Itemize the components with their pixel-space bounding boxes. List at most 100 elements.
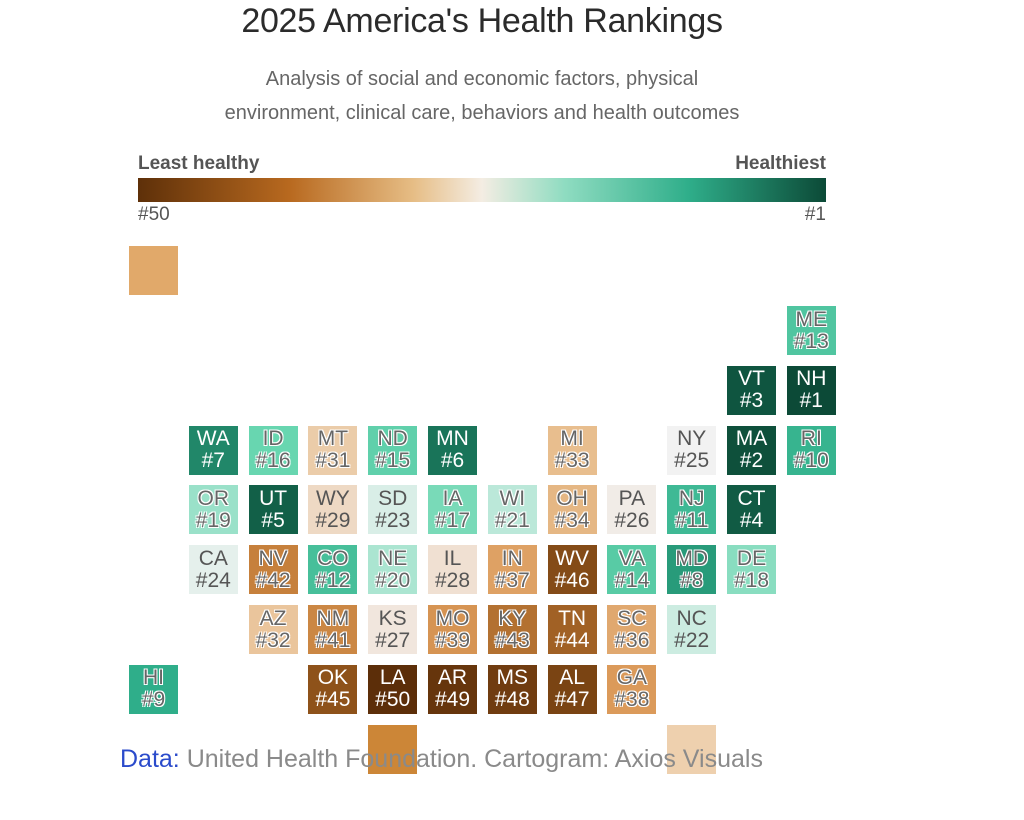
state-abbr: MD	[675, 546, 709, 570]
state-rank: #32	[255, 628, 291, 652]
state-abbr: WY	[315, 486, 350, 510]
chart-subtitle: Analysis of social and economic factors,…	[0, 62, 964, 130]
state-tile-in: IN #37	[487, 545, 537, 595]
legend-high-label: Healthiest	[735, 153, 826, 174]
state-rank: #41	[315, 628, 351, 652]
state-abbr: WI	[499, 486, 526, 510]
state-tile-il: IL #28	[428, 545, 477, 595]
state-tile-al: AL #47	[547, 664, 597, 714]
state-abbr: AZ	[259, 606, 287, 630]
state-rank: #47	[554, 688, 590, 712]
legend-high-rank: #1	[804, 204, 826, 225]
legend-gradient-bar	[138, 178, 826, 202]
state-tile-la: LA #50	[368, 664, 418, 714]
state-abbr: NC	[676, 606, 707, 630]
state-tile-oh: OH #34	[547, 485, 597, 535]
state-abbr: UT	[259, 486, 288, 510]
state-tile-ma: MA #2	[727, 425, 776, 475]
state-abbr: IL	[443, 546, 462, 570]
state-tile-nj: NJ #11	[667, 485, 717, 535]
unlabeled-tile-1	[129, 246, 178, 296]
state-tile-vt: VT #3	[727, 365, 776, 415]
state-rank: #13	[793, 329, 829, 353]
state-rank: #45	[315, 688, 351, 712]
state-abbr: WV	[555, 546, 589, 570]
state-rank: #46	[554, 568, 590, 592]
state-rank: #4	[739, 508, 764, 532]
state-abbr: KS	[378, 606, 407, 630]
subtitle-line-1: Analysis of social and economic factors,…	[265, 68, 699, 90]
state-abbr: OH	[556, 486, 588, 510]
state-abbr: CA	[198, 546, 228, 570]
state-abbr: IN	[501, 546, 523, 570]
state-abbr: KY	[498, 606, 527, 630]
state-abbr: VA	[618, 546, 646, 570]
state-rank: #23	[375, 508, 411, 532]
state-tile-va: VA #14	[607, 545, 657, 595]
state-tile-wa: WA #7	[188, 425, 238, 475]
state-tile-pa: PA #26	[607, 485, 657, 535]
state-tile-nv: NV #42	[248, 545, 298, 595]
state-abbr: DE	[736, 546, 767, 570]
state-rank: #31	[315, 449, 351, 473]
state-tile-az: AZ #32	[248, 605, 298, 654]
state-tile-nd: ND #15	[368, 425, 418, 475]
state-abbr: NE	[378, 546, 408, 570]
state-tile-or: OR #19	[188, 485, 238, 535]
state-rank: #6	[440, 449, 465, 473]
state-abbr: NJ	[678, 486, 705, 510]
state-abbr: PA	[618, 486, 646, 510]
state-rank: #36	[614, 628, 650, 652]
state-rank: #12	[315, 568, 351, 592]
state-rank: #19	[195, 508, 231, 532]
state-abbr: AR	[437, 666, 468, 690]
state-abbr: NM	[316, 606, 350, 630]
state-rank: #48	[494, 688, 530, 712]
state-tile-nc: NC #22	[667, 605, 717, 654]
state-rank: #37	[494, 568, 530, 592]
state-abbr: GA	[616, 666, 648, 690]
state-rank: #2	[739, 449, 764, 473]
state-rank: #16	[255, 449, 291, 473]
source-data-link[interactable]: Data:	[120, 745, 180, 773]
state-tile-nm: NM #41	[308, 605, 358, 654]
state-rank: #22	[674, 628, 710, 652]
unlabeled-tile-3	[667, 724, 717, 774]
state-rank: #3	[739, 389, 764, 413]
state-tile-nh: NH #1	[786, 365, 836, 415]
state-tile-mi: MI #33	[547, 425, 597, 475]
state-abbr: OR	[197, 486, 230, 510]
state-rank: #5	[261, 508, 285, 532]
state-tile-co: CO #12	[308, 545, 358, 595]
state-tile-ut: UT #5	[248, 485, 298, 535]
state-rank: #24	[195, 568, 231, 592]
state-tile-sc: SC #36	[607, 605, 657, 654]
subtitle-line-2: environment, clinical care, behaviors an…	[224, 102, 740, 124]
state-rank: #17	[434, 508, 471, 532]
state-tile-ne: NE #20	[368, 545, 418, 595]
state-tile-sd: SD #23	[368, 485, 418, 535]
state-tile-de: DE #18	[727, 545, 776, 595]
state-tile-ar: AR #49	[428, 664, 477, 714]
state-abbr: OK	[317, 666, 349, 690]
state-tile-wi: WI #21	[487, 485, 537, 535]
state-abbr: NV	[258, 546, 288, 570]
state-rank: #25	[674, 449, 710, 473]
state-abbr: VT	[738, 367, 765, 391]
state-tile-mo: MO #39	[428, 605, 477, 654]
state-tile-ny: NY #25	[667, 425, 717, 475]
state-tile-wv: WV #46	[547, 545, 597, 595]
state-tile-mn: MN #6	[428, 425, 477, 475]
chart-title: 2025 America's Health Rankings	[241, 2, 723, 40]
state-tile-ia: IA #17	[428, 485, 477, 535]
state-tile-ky: KY #43	[487, 605, 537, 654]
state-rank: #18	[733, 568, 770, 592]
state-abbr: ME	[795, 307, 828, 331]
state-tile-ga: GA #38	[607, 664, 657, 714]
legend-low-rank: #50	[138, 204, 170, 225]
state-abbr: CT	[737, 486, 766, 510]
state-rank: #21	[494, 508, 530, 532]
state-rank: #1	[799, 389, 823, 413]
state-rank: #44	[554, 628, 590, 652]
